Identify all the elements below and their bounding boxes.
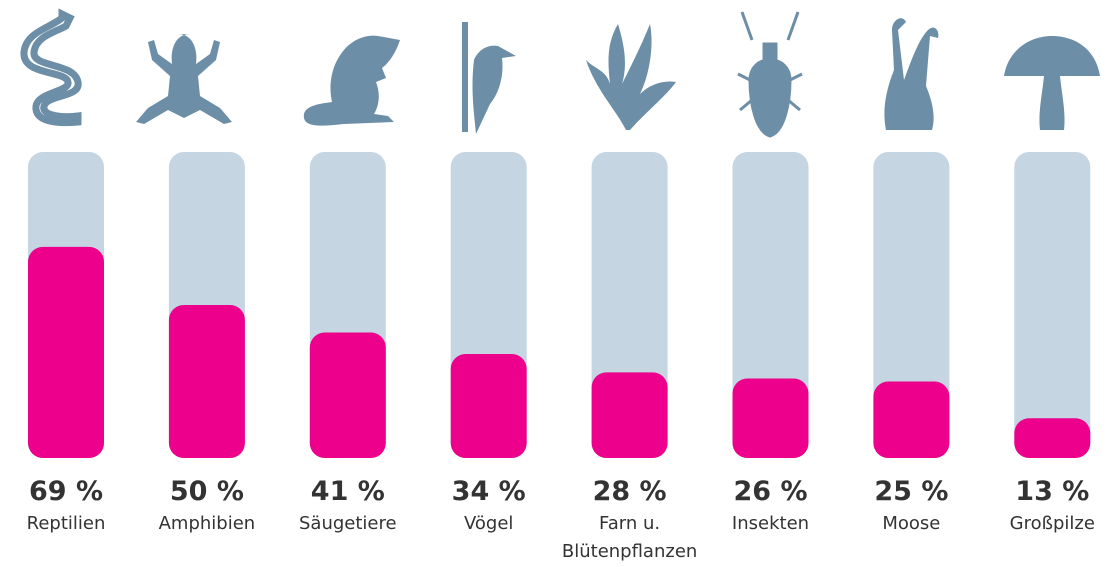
fern-icon [586,24,676,130]
category-label: Moose [843,510,979,538]
category-label: Vögel [421,510,557,538]
bar [169,305,245,458]
bar [1014,418,1090,458]
category-label: Großpilze [984,510,1119,538]
value-label: 50 % [139,476,275,508]
icons [24,12,1100,136]
bar-track [1014,152,1090,458]
bar [310,333,386,458]
value-label: 41 % [280,476,416,508]
bar [592,372,668,458]
bar [733,378,809,458]
category-label: Reptilien [0,510,134,538]
bar [28,247,104,458]
rat-icon [304,36,400,126]
value-label: 13 % [984,476,1119,508]
frog-icon [136,34,232,124]
beetle-icon [738,12,802,136]
bar [451,354,527,458]
chart: 69 %Reptilien50 %Amphibien41 %Säugetiere… [0,0,1119,567]
value-label: 34 % [421,476,557,508]
moss-icon [884,18,938,130]
category-label: Amphibien [139,510,275,538]
snake-icon [24,14,78,123]
category-label: Insekten [703,510,839,538]
mushroom-icon [1004,36,1100,130]
woodpecker-icon [462,22,516,134]
category-label: Säugetiere [280,510,416,538]
bar [873,382,949,459]
value-label: 69 % [0,476,134,508]
value-label: 25 % [843,476,979,508]
value-label: 28 % [562,476,698,508]
value-label: 26 % [703,476,839,508]
category-label: Farn u. Blütenpflanzen [562,510,698,566]
